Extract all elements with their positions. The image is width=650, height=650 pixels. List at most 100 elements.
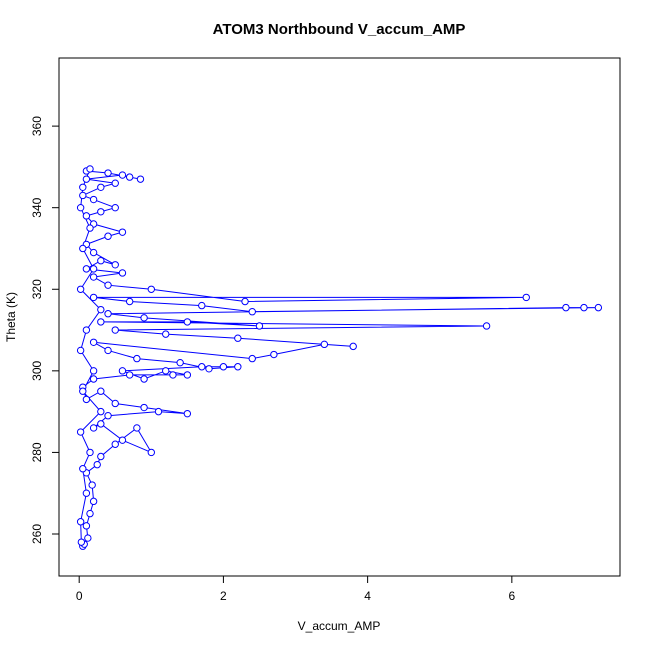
- point: [89, 248, 98, 257]
- y-tick-label: 320: [30, 279, 44, 299]
- point: [82, 326, 91, 334]
- point: [76, 428, 85, 436]
- point: [136, 175, 145, 183]
- point: [79, 465, 87, 473]
- y-axis-label: Theta (K): [4, 292, 18, 342]
- point: [111, 203, 119, 212]
- point: [133, 354, 141, 363]
- point: [270, 350, 278, 359]
- point: [88, 481, 96, 489]
- point: [118, 269, 127, 277]
- point: [86, 509, 94, 518]
- point: [234, 334, 242, 342]
- point: [133, 424, 141, 432]
- point: [76, 285, 85, 293]
- x-tick-label: 2: [220, 589, 227, 603]
- x-axis-label: V_accum_AMP: [298, 619, 381, 633]
- point: [111, 179, 119, 187]
- point: [89, 273, 98, 281]
- point: [86, 224, 94, 232]
- point: [82, 395, 91, 404]
- point: [104, 169, 112, 177]
- point: [104, 310, 112, 318]
- point: [97, 305, 105, 314]
- point: [140, 403, 148, 412]
- point: [76, 518, 85, 526]
- point: [118, 367, 127, 375]
- point: [482, 322, 491, 330]
- point: [219, 363, 228, 371]
- chart-title: ATOM3 Northbound V_accum_AMP: [213, 21, 466, 38]
- point: [147, 285, 155, 293]
- y-tick-label: 360: [30, 116, 44, 136]
- series-line: [79, 167, 599, 547]
- point: [147, 448, 155, 457]
- point: [234, 363, 242, 371]
- x-tick-label: 6: [508, 589, 515, 603]
- point: [77, 538, 86, 546]
- point: [169, 371, 177, 379]
- point: [82, 212, 91, 220]
- point: [125, 297, 134, 306]
- point: [104, 346, 112, 355]
- point: [198, 301, 206, 310]
- point: [97, 318, 105, 326]
- point: [97, 420, 105, 428]
- point: [82, 265, 91, 273]
- point: [82, 489, 91, 497]
- point: [176, 358, 184, 367]
- point: [580, 303, 588, 312]
- point: [111, 326, 119, 334]
- point: [111, 399, 119, 408]
- x-tick-label: 0: [76, 589, 83, 603]
- point: [198, 363, 206, 371]
- point: [89, 293, 98, 302]
- y-tick-label: 300: [30, 361, 44, 381]
- point: [97, 208, 105, 216]
- point: [79, 183, 87, 191]
- y-tick-label: 340: [30, 197, 44, 217]
- point: [79, 387, 87, 395]
- point: [104, 232, 112, 240]
- point: [86, 448, 94, 457]
- point: [140, 314, 148, 322]
- point: [320, 340, 329, 349]
- point: [162, 330, 170, 338]
- point: [111, 261, 119, 269]
- point: [349, 342, 357, 351]
- point: [89, 497, 98, 506]
- point: [125, 371, 134, 379]
- x-tick-label: 4: [364, 589, 371, 603]
- point: [104, 281, 112, 289]
- point: [140, 375, 148, 383]
- point: [97, 183, 105, 191]
- point: [111, 440, 119, 448]
- point: [154, 407, 163, 416]
- point: [594, 303, 603, 312]
- point: [79, 191, 87, 200]
- point: [97, 257, 105, 265]
- point: [248, 354, 256, 363]
- point: [82, 522, 91, 530]
- point: [241, 297, 249, 306]
- point: [255, 322, 264, 330]
- point: [82, 175, 91, 183]
- point: [118, 228, 127, 236]
- point: [89, 338, 98, 346]
- point: [89, 424, 98, 432]
- point: [97, 387, 105, 395]
- point: [248, 307, 256, 316]
- point: [205, 365, 213, 373]
- point: [89, 265, 98, 273]
- point: [86, 165, 94, 173]
- point: [562, 303, 570, 312]
- point: [104, 412, 112, 420]
- y-tick-label: 280: [30, 442, 44, 462]
- point: [162, 367, 170, 375]
- point: [89, 367, 98, 375]
- point: [125, 173, 134, 181]
- point: [118, 436, 127, 444]
- point: [93, 460, 101, 469]
- point: [183, 318, 192, 326]
